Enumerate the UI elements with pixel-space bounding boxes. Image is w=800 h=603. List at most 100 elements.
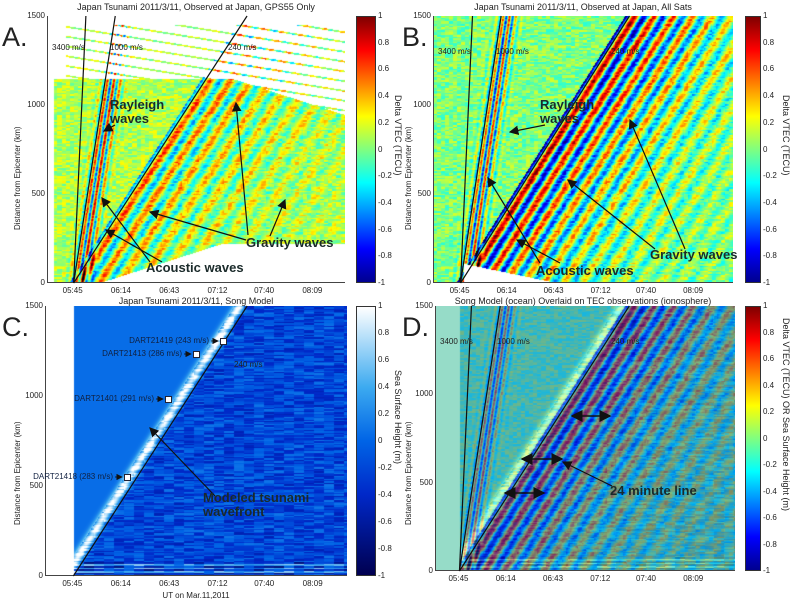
velocity-line <box>73 15 116 284</box>
annotation-arrow <box>487 176 541 264</box>
colorbar-tick-label: 0.2 <box>763 117 775 127</box>
colorbar <box>356 16 376 283</box>
heatmap-b <box>433 16 733 283</box>
colorbar-tick-label: 0.4 <box>763 91 775 101</box>
y-tick-label: 500 <box>417 189 431 198</box>
colorbar-tick-label: 0 <box>378 144 383 154</box>
colorbar-tick-label: -1 <box>378 571 386 580</box>
colorbar-tick-label: -0.8 <box>763 539 777 549</box>
dart-marker <box>124 474 131 481</box>
x-tick-label: 07:40 <box>635 574 656 583</box>
x-tick-label: 07:12 <box>207 579 228 588</box>
velocity-line-label: 1000 m/s <box>496 47 529 56</box>
colorbar-tick-label: -1 <box>763 278 771 287</box>
annotation-label: Rayleigh waves <box>110 97 165 126</box>
colorbar-tick-label: 0.2 <box>378 117 390 127</box>
axes-frame <box>45 306 347 576</box>
colorbar-tick-label: -0.4 <box>763 486 777 496</box>
velocity-line <box>460 15 630 284</box>
colorbar-tick-label: -0.8 <box>378 544 392 553</box>
annotation-label: 24 minute line <box>610 483 697 498</box>
colorbar-tick-label: -0.6 <box>378 517 392 526</box>
annotation-label: Rayleigh waves <box>540 97 595 126</box>
y-tick-label: 0 <box>428 566 433 575</box>
colorbar-tick-label: 0.4 <box>763 380 775 390</box>
annotation-arrow <box>231 101 249 236</box>
colorbar-tick-label: 0.8 <box>763 327 775 337</box>
x-tick-label: 07:12 <box>207 286 228 295</box>
chart-title: Song Model (ocean) Overlaid on TEC obser… <box>454 296 712 306</box>
colorbar-tick-label: -0.4 <box>378 490 392 499</box>
velocity-line <box>73 15 248 284</box>
colorbar-tick-label: 0.4 <box>378 382 390 391</box>
colorbar-tick-label: -0.8 <box>763 251 777 261</box>
colorbar-tick-label: -0.8 <box>378 251 392 261</box>
dart-label: DART21419 (243 m/s) <box>129 336 209 345</box>
velocity-line <box>458 305 501 572</box>
colorbar-tick-label: -0.6 <box>763 513 777 522</box>
colorbar-tick-label: -0.6 <box>378 224 392 234</box>
annotation-arrow <box>149 427 216 497</box>
colorbar-tick-label: 0.6 <box>763 354 775 363</box>
colorbar-tick-label: 0.8 <box>378 37 390 47</box>
panel-letter: B. <box>402 22 428 52</box>
x-tick-label: 06:14 <box>110 286 131 295</box>
x-tick-label: 07:40 <box>636 286 657 295</box>
annotation-label: Gravity waves <box>246 235 334 250</box>
colorbar-tick-label: 0.2 <box>378 409 390 418</box>
colorbar-tick-label: 0.4 <box>378 91 390 101</box>
dart-label: DART21401 (291 m/s) <box>74 394 154 403</box>
colorbar-tick-label: 1 <box>378 11 383 20</box>
dart-marker <box>220 338 227 345</box>
y-tick-label: 500 <box>419 477 433 487</box>
colorbar-tick-label: 0.6 <box>378 64 390 74</box>
chart-title: Japan Tsunami 2011/3/11, Observed at Jap… <box>77 2 315 12</box>
annotation-arrow <box>102 122 116 132</box>
annotation-arrow <box>269 198 287 237</box>
colorbar-tick-label: 0.6 <box>763 64 775 74</box>
colorbar-tick-label: 1 <box>378 301 383 310</box>
velocity-line-label: 240 m/s <box>611 47 640 56</box>
colorbar-tick-label: 0.6 <box>378 355 390 364</box>
velocity-line-label: 3400 m/s <box>438 47 471 56</box>
x-tick-label: 07:12 <box>590 574 611 583</box>
colorbar <box>356 306 376 576</box>
y-tick-label: 1000 <box>25 391 43 400</box>
colorbar-tick-label: -0.6 <box>763 224 777 234</box>
heatmap-a <box>47 16 345 283</box>
heatmap-d <box>435 306 735 571</box>
dart-marker <box>193 351 200 358</box>
velocity-line-label: 240 m/s <box>228 43 257 52</box>
velocity-line-label: 3400 m/s <box>440 337 473 346</box>
x-tick-label: 07:12 <box>590 286 611 295</box>
dart-label: DART21418 (283 m/s) <box>33 472 113 481</box>
chart-title: Japan Tsunami 2011/3/11, Song Model <box>118 296 274 306</box>
x-tick-label: 05:45 <box>448 574 469 583</box>
colorbar-tick-label: 0 <box>763 433 768 443</box>
velocity-line-label: 240 m/s <box>611 337 640 346</box>
x-tick-label: 05:45 <box>62 286 83 295</box>
panel-letter: D. <box>402 312 429 342</box>
colorbar <box>745 306 761 571</box>
colorbar-tick-label: -0.2 <box>763 171 777 181</box>
x-axis-label: UT on Mar.11,2011 <box>162 591 230 600</box>
y-tick-label: 500 <box>29 481 43 490</box>
colorbar-tick-label: 0 <box>378 436 383 445</box>
velocity-line-label: 3400 m/s <box>52 43 85 52</box>
y-tick-label: 1500 <box>27 11 45 20</box>
colorbar-tick-label: -1 <box>378 278 386 287</box>
x-tick-label: 06:14 <box>496 286 517 295</box>
colorbar-tick-label: 0.2 <box>763 407 775 416</box>
panel-letter: C. <box>2 312 29 342</box>
velocity-line <box>72 305 248 577</box>
annotation-arrow <box>104 229 163 263</box>
y-tick-label: 0 <box>426 278 431 287</box>
x-tick-label: 06:14 <box>495 574 516 583</box>
chart-title: Japan Tsunami 2011/3/11, Observed at Jap… <box>474 2 692 12</box>
x-tick-label: 06:43 <box>159 286 180 295</box>
axes-frame <box>433 16 733 283</box>
